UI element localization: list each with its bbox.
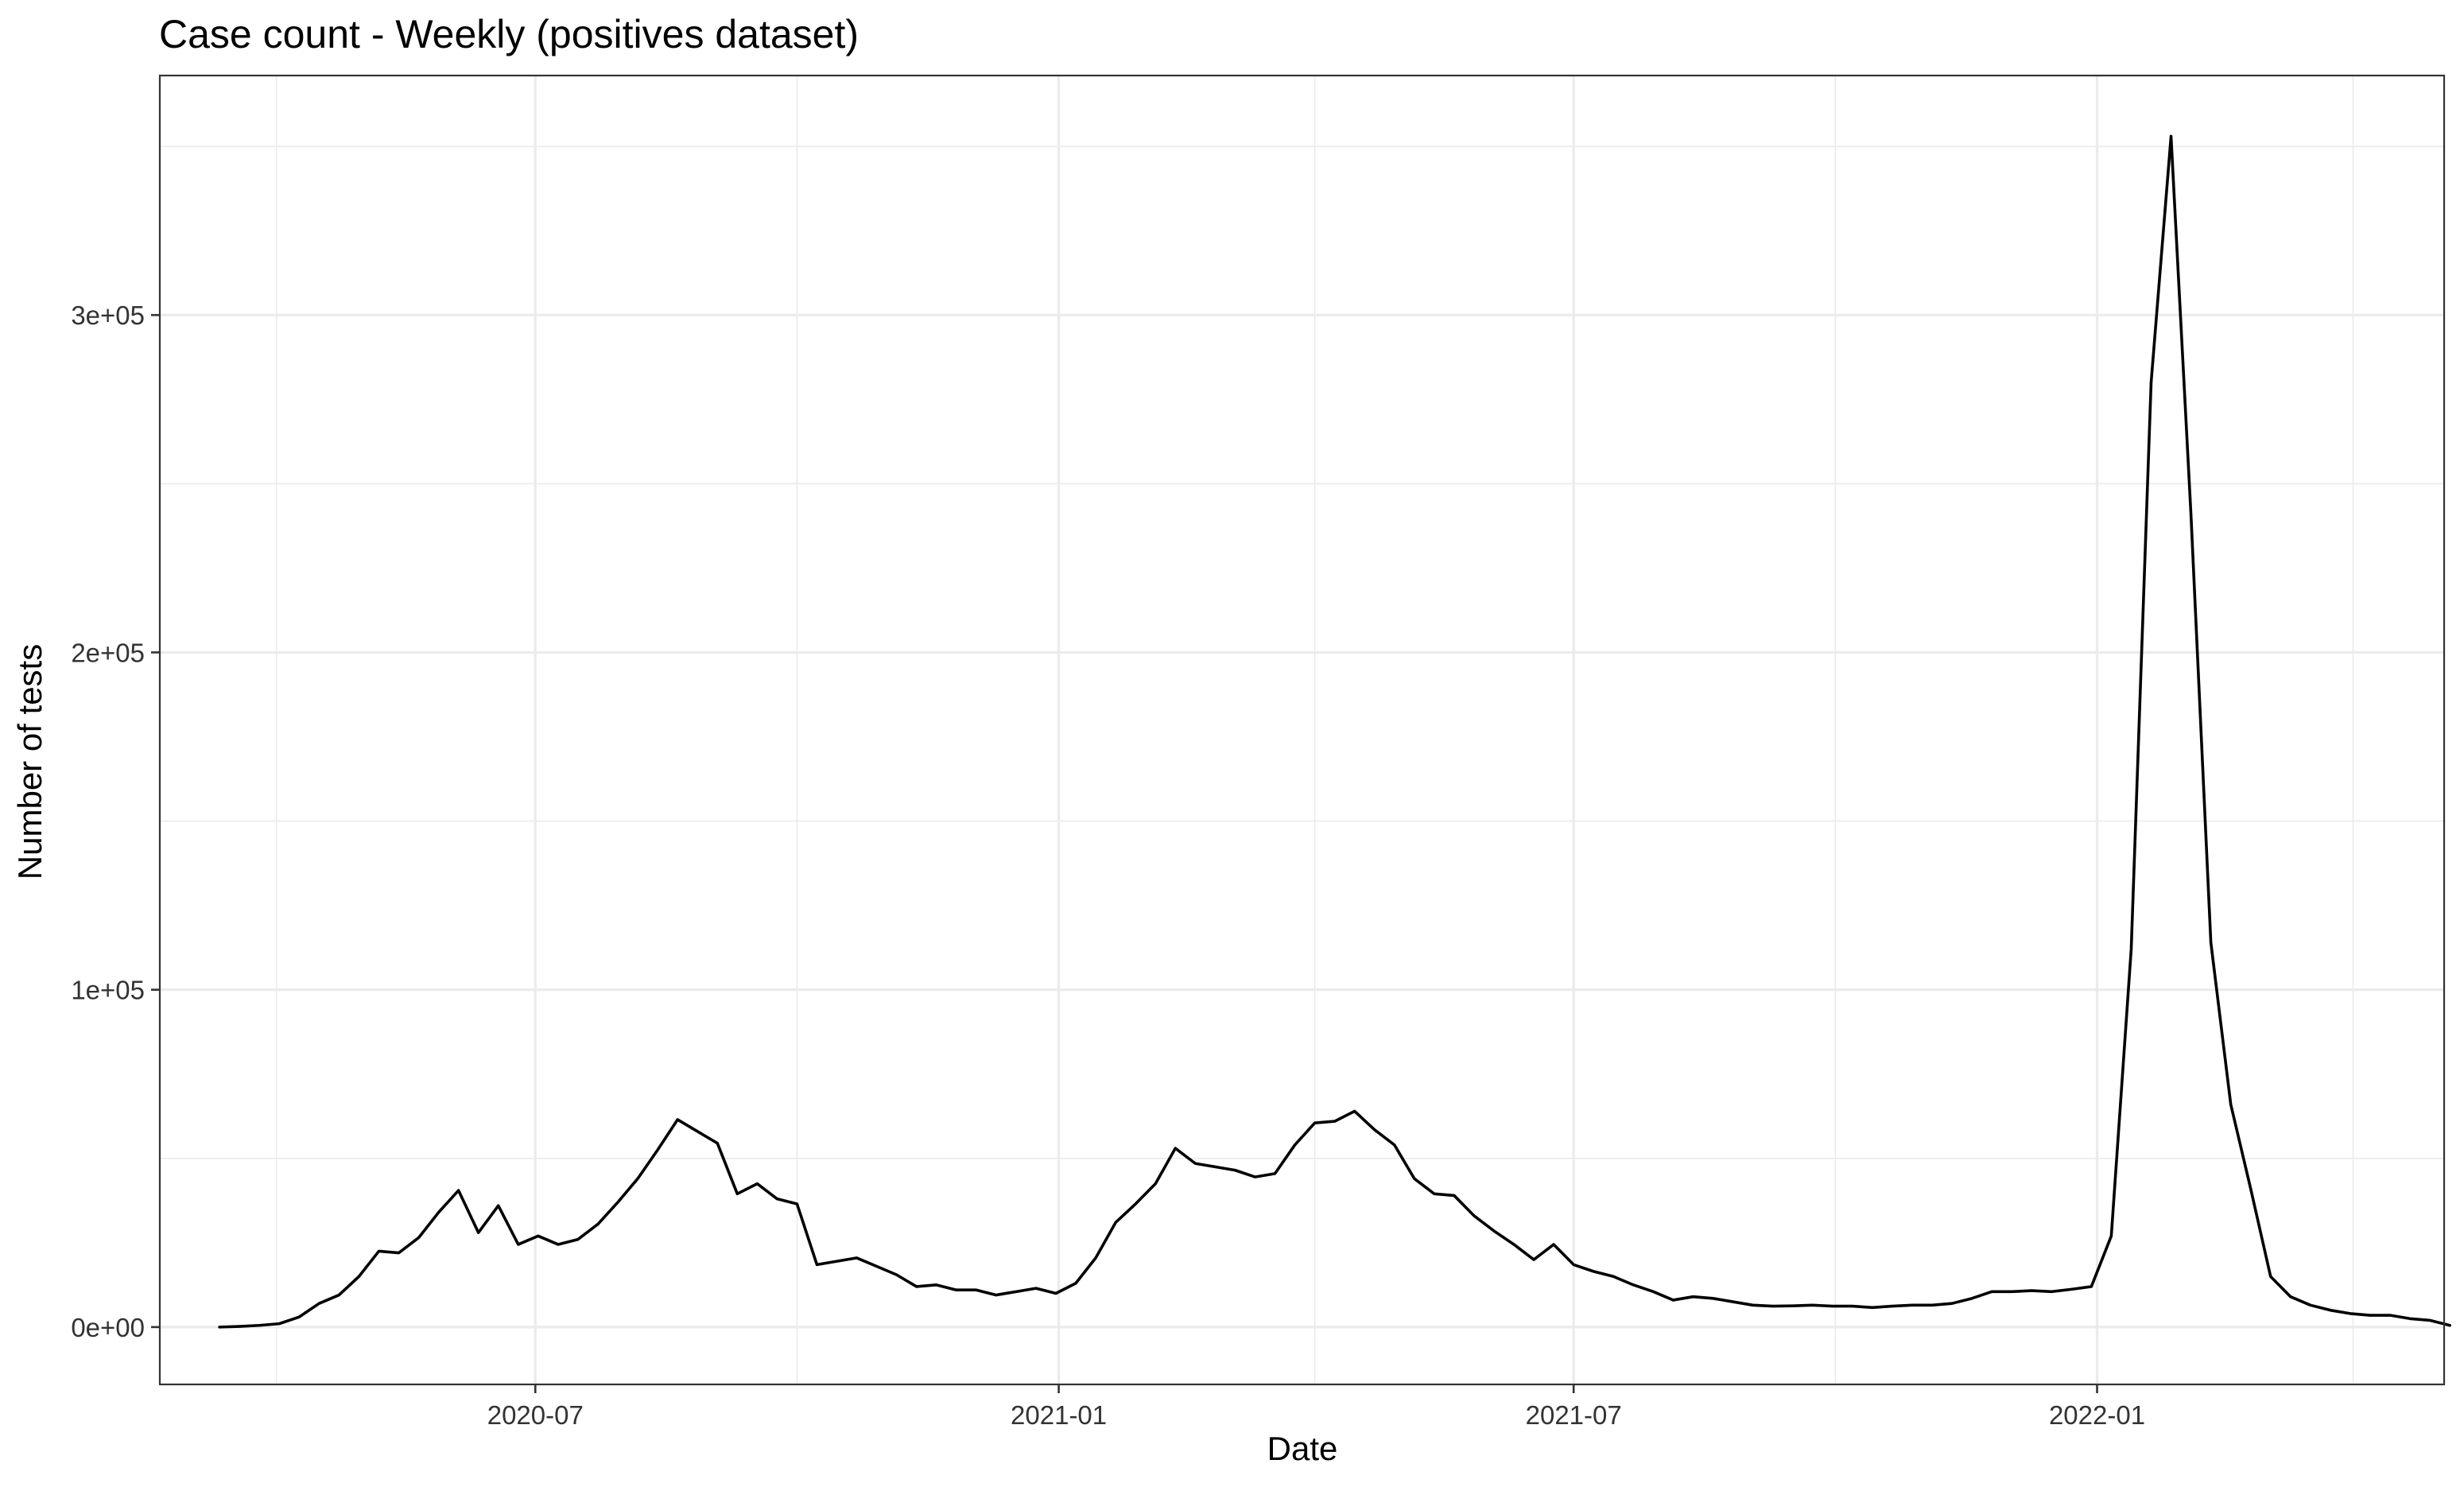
y-tick-label: 3e+05	[71, 301, 145, 330]
x-tick-label: 2022-01	[2049, 1400, 2145, 1430]
y-axis-title: Number of tests	[11, 644, 49, 879]
axes: 2020-07 2021-01 2021-07 2022-01 0e+00 1e+05 2e…	[71, 301, 2145, 1430]
series-line	[218, 134, 2451, 1329]
chart-title: Case count - Weekly (positives dataset)	[159, 12, 859, 56]
y-tick-label: 1e+05	[71, 976, 145, 1005]
plot-series	[218, 134, 2451, 1329]
y-tick-label: 0e+00	[71, 1313, 145, 1342]
plot-panel-border	[158, 74, 2446, 1386]
y-tick-label: 2e+05	[71, 638, 145, 667]
x-tick-label: 2021-07	[1526, 1400, 1622, 1430]
x-axis-title: Date	[1267, 1430, 1338, 1467]
x-tick-label: 2021-01	[1011, 1400, 1107, 1430]
x-tick-label: 2020-07	[487, 1400, 584, 1430]
grid-lines	[160, 76, 2444, 1384]
